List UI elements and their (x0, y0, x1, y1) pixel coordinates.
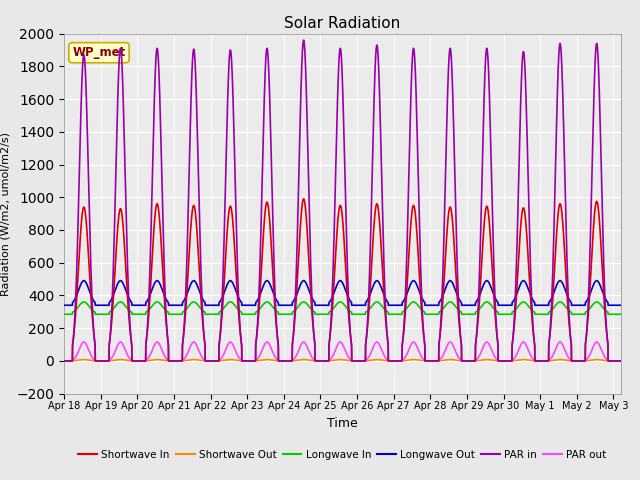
Legend: Shortwave In, Shortwave Out, Longwave In, Longwave Out, PAR in, PAR out: Shortwave In, Shortwave Out, Longwave In… (74, 445, 611, 464)
Title: Solar Radiation: Solar Radiation (284, 16, 401, 31)
Y-axis label: Radiation (W/m2, umol/m2/s): Radiation (W/m2, umol/m2/s) (1, 132, 11, 296)
Text: WP_met: WP_met (72, 46, 125, 59)
X-axis label: Time: Time (327, 417, 358, 430)
